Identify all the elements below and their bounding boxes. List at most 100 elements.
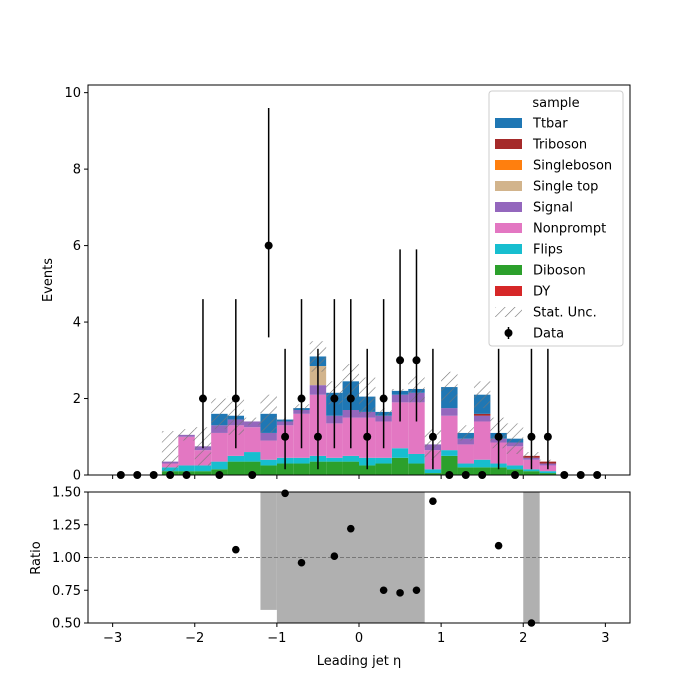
- data-point: [412, 356, 421, 365]
- bar-flips: [457, 463, 474, 468]
- ratio-y-tick-label: 1.50: [52, 486, 81, 501]
- legend-swatch-hatch: [495, 307, 522, 317]
- legend-label: Nonprompt: [533, 222, 606, 237]
- bar-nonprompt: [391, 402, 409, 449]
- ratio-x-ticks: −3 −2 −1 0 1 2 3: [103, 623, 610, 646]
- bar-flips: [506, 465, 524, 470]
- legend-box: [488, 90, 624, 347]
- ratio-point: [330, 552, 339, 560]
- bar-diboson: [244, 461, 261, 475]
- ratio-point: [232, 545, 240, 554]
- legend-swatch: [495, 202, 522, 212]
- legend-label: Single top: [533, 180, 598, 195]
- data-point: [494, 432, 503, 441]
- ratio-point: [346, 524, 355, 533]
- stat-unc-band: [441, 371, 458, 403]
- main-plot-panel: 0 2 4 6 8 10 Events: [41, 84, 631, 484]
- bar-diboson: [326, 461, 343, 475]
- bar-diboson: [375, 463, 392, 475]
- ratio-y-axis-label: Ratio: [29, 541, 44, 574]
- ratio-x-tick-label: −3: [103, 631, 122, 646]
- bar-flips: [326, 457, 343, 462]
- bar-diboson: [490, 467, 507, 475]
- bar-flips: [424, 469, 442, 474]
- stat-unc-band: [161, 431, 179, 475]
- ratio-point: [281, 489, 289, 498]
- legend-swatch: [495, 286, 522, 296]
- ratio-x-tick-label: −1: [267, 631, 286, 646]
- bar-flips: [342, 455, 359, 462]
- legend-marker: [504, 329, 513, 337]
- legend-label: Signal: [533, 201, 573, 216]
- bar-diboson: [342, 461, 359, 475]
- ratio-y-tick-label: 0.75: [52, 584, 81, 599]
- legend-label: Diboson: [533, 264, 586, 279]
- legend-swatch: [495, 118, 522, 128]
- ratio-point: [379, 586, 388, 595]
- bar-nonprompt: [178, 436, 195, 466]
- ratio-x-tick-label: 0: [355, 631, 363, 646]
- ratio-point: [429, 497, 437, 505]
- stat-unc-band: [506, 423, 524, 454]
- ratio-x-tick-label: 2: [519, 631, 527, 646]
- bar-diboson: [391, 457, 409, 475]
- data-point: [527, 432, 536, 441]
- ratio-unc-band: [260, 492, 277, 610]
- legend-swatch: [495, 181, 522, 191]
- ratio-x-tick-label: −2: [185, 631, 204, 646]
- bar-nonprompt: [260, 440, 277, 460]
- bar-diboson: [260, 465, 277, 475]
- main-y-ticks: 0 2 4 6 8 10: [64, 86, 88, 484]
- bar-flips: [375, 457, 392, 464]
- legend-swatch: [495, 265, 522, 275]
- legend-label: Ttbar: [532, 117, 568, 132]
- data-point: [428, 432, 437, 441]
- stat-unc-band: [457, 425, 474, 441]
- data-point: [198, 394, 207, 403]
- y-tick-label: 8: [73, 163, 81, 178]
- ratio-point: [396, 589, 404, 597]
- bar-signal: [473, 415, 491, 422]
- ratio-point: [412, 586, 421, 595]
- data-point: [313, 432, 322, 441]
- bar-diboson: [539, 473, 557, 475]
- stat-unc-band: [473, 381, 491, 409]
- stat-unc-band: [211, 398, 228, 430]
- ratio-x-axis-label: Leading jet η: [317, 654, 402, 669]
- ratio-y-tick-label: 0.50: [52, 617, 81, 632]
- bar-flips: [408, 453, 425, 464]
- y-tick-label: 2: [73, 392, 81, 407]
- bar-flips: [473, 459, 491, 468]
- ratio-plot-panel: 0.50 0.75 1.00 1.25 1.50 −3 −2 −1 0 1 2 3 Ratio Le…: [29, 486, 631, 669]
- data-point: [543, 432, 552, 441]
- legend-label: Singleboson: [533, 159, 612, 174]
- legend-entries: Ttbar Triboson Singleboson Single top Signal…: [495, 117, 612, 342]
- bar-diboson: [523, 471, 540, 475]
- bar-flips: [227, 455, 245, 462]
- data-point: [297, 394, 306, 403]
- legend-label: DY: [533, 285, 550, 300]
- bar-diboson: [408, 463, 425, 475]
- bar-flips: [293, 457, 310, 464]
- ratio-y-ticks: 0.50 0.75 1.00 1.25 1.50: [52, 486, 88, 632]
- bar-diboson: [441, 455, 458, 475]
- legend-swatch: [495, 223, 522, 233]
- ratio-x-tick-label: 1: [437, 631, 445, 646]
- ratio-points: [232, 489, 536, 627]
- bar-signal: [211, 425, 228, 433]
- bar-nonprompt: [457, 444, 474, 464]
- bar-diboson: [293, 463, 310, 475]
- bar-nonprompt: [473, 421, 491, 460]
- data-point: [281, 432, 290, 441]
- main-x-ticks: [112, 475, 606, 479]
- bar-diboson: [359, 465, 376, 475]
- bar-diboson: [227, 461, 245, 475]
- bar-flips: [523, 469, 540, 472]
- legend-title: sample: [532, 96, 579, 111]
- bar-signal: [260, 432, 277, 441]
- legend-label: Data: [533, 327, 564, 342]
- bar-signal: [441, 408, 458, 416]
- bar-flips: [539, 471, 557, 474]
- bar-flips: [441, 450, 458, 456]
- stat-unc-band: [244, 417, 261, 426]
